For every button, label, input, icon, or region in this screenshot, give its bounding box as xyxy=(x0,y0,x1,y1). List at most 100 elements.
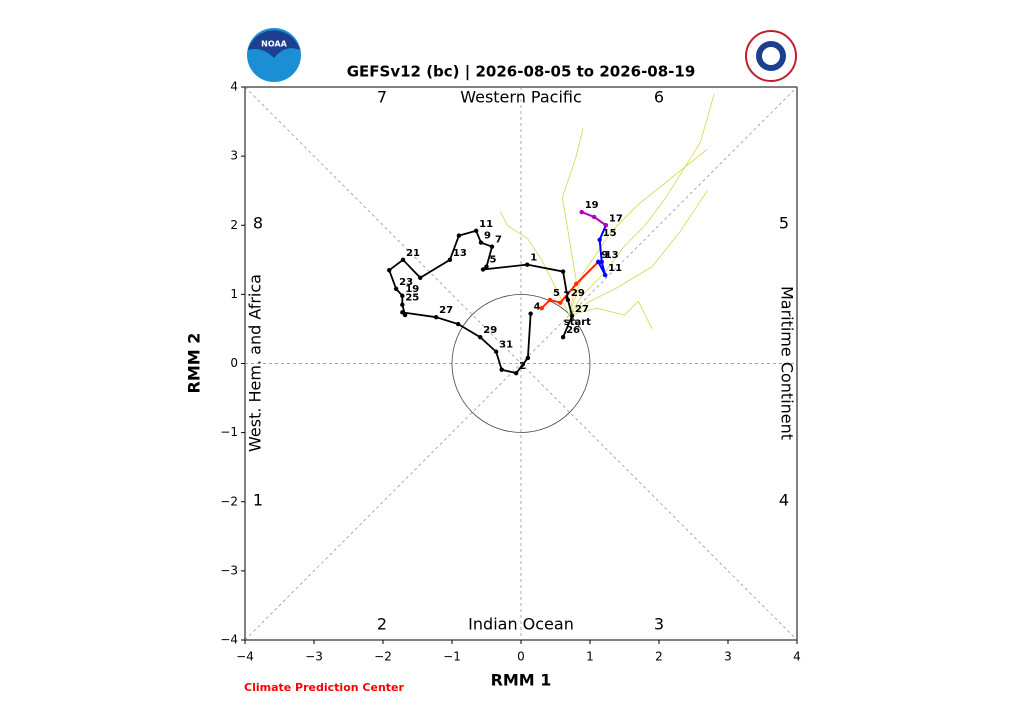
y-tick-label: −4 xyxy=(220,633,238,647)
track-point xyxy=(565,297,571,303)
ensemble-line xyxy=(569,190,708,316)
day-label: 9 xyxy=(484,231,491,242)
track-point xyxy=(473,228,479,233)
day-label: 13 xyxy=(605,250,619,261)
track-point xyxy=(447,257,453,263)
track-point xyxy=(574,281,579,287)
x-tick-label: −4 xyxy=(236,650,254,664)
credit: Climate Prediction Center xyxy=(244,681,404,694)
x-tick-label: −3 xyxy=(305,650,323,664)
day-label: 4 xyxy=(534,302,541,313)
track-point xyxy=(596,259,601,265)
x-tick-label: −2 xyxy=(374,650,392,664)
track-line xyxy=(388,229,573,375)
region-label: Western Pacific xyxy=(460,88,582,107)
day-label: 9 xyxy=(601,250,608,261)
region-label: Indian Ocean xyxy=(468,615,574,634)
track-point xyxy=(400,302,405,307)
x-axis-label: RMM 1 xyxy=(491,671,552,690)
track-point xyxy=(579,209,584,215)
track-point xyxy=(387,267,392,273)
track-point xyxy=(560,269,566,274)
day-label: 11 xyxy=(479,219,493,230)
ensemble-line xyxy=(569,300,653,330)
day-label: 31 xyxy=(499,340,513,351)
phase-label: 4 xyxy=(779,491,789,510)
track-point xyxy=(480,267,486,272)
phase-label: 1 xyxy=(253,491,263,510)
track-point xyxy=(456,233,462,238)
day-label: 29 xyxy=(483,325,497,336)
track-point xyxy=(433,314,439,320)
day-label: 1 xyxy=(530,253,537,264)
start-label: start xyxy=(564,317,591,328)
track-point xyxy=(558,300,563,305)
track-point xyxy=(547,297,553,303)
phase-label: 8 xyxy=(253,214,263,233)
track-point xyxy=(591,214,597,220)
region-label: Maritime Continent xyxy=(778,286,797,440)
day-label: 7 xyxy=(563,291,570,302)
track-point xyxy=(493,349,499,354)
day-label: 29 xyxy=(571,288,585,299)
x-tick-label: 3 xyxy=(724,650,732,664)
track-point xyxy=(478,335,483,340)
day-label: 5 xyxy=(490,255,497,266)
day-label: 27 xyxy=(575,304,589,315)
x-tick-label: 2 xyxy=(655,650,663,664)
y-tick-label: −1 xyxy=(220,425,238,439)
day-label: 15 xyxy=(603,228,617,239)
chart-title: GEFSv12 (bc) | 2026-08-05 to 2026-08-19 xyxy=(347,63,696,82)
day-label: 11 xyxy=(608,263,622,274)
y-tick-label: 0 xyxy=(230,356,238,370)
region-label: West. Hem. and Africa xyxy=(246,274,265,452)
x-tick-label: 4 xyxy=(793,650,801,664)
day-label: 5 xyxy=(553,288,560,299)
track-point xyxy=(400,293,405,298)
track-point xyxy=(597,237,602,242)
track-point xyxy=(525,355,531,361)
phase-label: 7 xyxy=(377,88,387,107)
track-point xyxy=(569,313,575,319)
y-tick-label: −3 xyxy=(220,563,238,577)
day-label: 13 xyxy=(453,248,467,259)
y-tick-label: 2 xyxy=(230,218,238,232)
track-point xyxy=(603,223,609,228)
track-point xyxy=(489,244,495,249)
x-tick-label: 1 xyxy=(586,650,594,664)
day-label: 17 xyxy=(609,213,623,224)
track-point xyxy=(402,312,408,318)
track-point xyxy=(393,286,399,292)
track-point xyxy=(539,306,544,311)
day-label: 2 xyxy=(519,361,526,372)
y-tick-label: 1 xyxy=(230,287,238,301)
track-point xyxy=(400,310,405,315)
nws-logo xyxy=(745,30,797,82)
phase-label: 5 xyxy=(779,214,789,233)
y-tick-label: 3 xyxy=(230,149,238,163)
y-tick-label: −2 xyxy=(220,494,238,508)
day-label: 7 xyxy=(495,235,502,246)
track-point xyxy=(400,257,406,263)
ensemble-line xyxy=(499,211,570,316)
phase-label: 6 xyxy=(654,88,664,107)
noaa-logo: NOAA xyxy=(247,28,301,82)
ensemble-line xyxy=(568,93,715,316)
track-point xyxy=(599,259,604,265)
track-point xyxy=(499,367,504,372)
x-tick-label: −1 xyxy=(443,650,461,664)
track-point xyxy=(456,321,461,327)
track-point xyxy=(525,262,530,267)
day-label: 25 xyxy=(405,293,419,304)
day-label: 27 xyxy=(439,305,453,316)
track-point xyxy=(418,275,423,280)
day-label: 19 xyxy=(585,200,599,211)
svg-text:NOAA: NOAA xyxy=(261,40,287,49)
track-point xyxy=(513,370,519,376)
y-axis-label: RMM 2 xyxy=(185,333,204,394)
day-label: 26 xyxy=(566,325,580,336)
x-tick-label: 0 xyxy=(517,650,525,664)
phase-label: 2 xyxy=(377,615,387,634)
y-tick-label: 4 xyxy=(230,80,238,94)
